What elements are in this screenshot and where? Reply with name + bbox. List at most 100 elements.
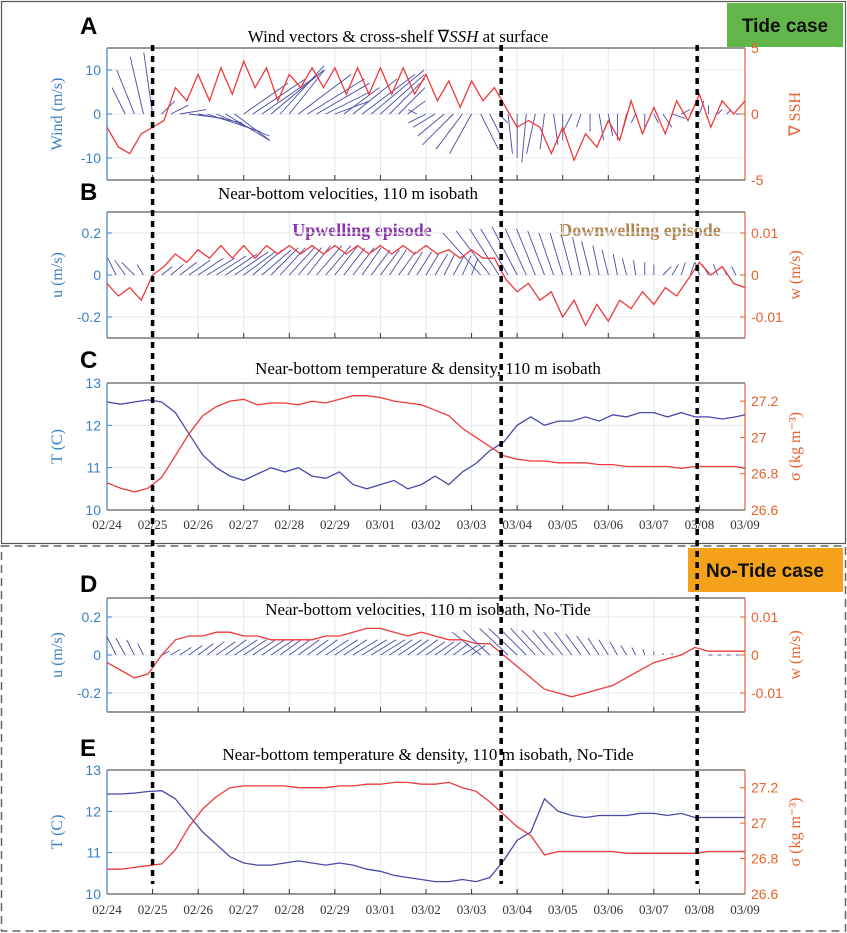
- stick-vector: [538, 232, 555, 276]
- stick-vector: [449, 113, 472, 154]
- x-tick-label: 02/26: [183, 902, 213, 917]
- stick-vector: [507, 113, 513, 154]
- stick-vector: [380, 249, 400, 276]
- stick-vector: [631, 647, 637, 656]
- stick-vector: [298, 247, 322, 276]
- stick-vector: [129, 56, 144, 115]
- stick-vector: [170, 264, 184, 276]
- y-right-tick-label: 27: [751, 815, 767, 831]
- stick-vector: [642, 649, 646, 656]
- y-right-tick-label: 0: [751, 647, 759, 663]
- stick-vector: [116, 69, 135, 115]
- stick-vector: [516, 228, 536, 276]
- notide-case-badge: No-Tide case: [706, 561, 824, 582]
- panel-d: -0.2 0 0.2 -0.01 0 0.01 u (m/s) w (m/s): [49, 597, 804, 713]
- stick-vector: [234, 113, 271, 141]
- tide-case-badge: Tide case: [742, 16, 828, 37]
- y-left-tick-label: 0: [93, 106, 101, 122]
- x-tick-label: 02/24: [92, 517, 122, 532]
- panel-a-title: Wind vectors & cross-shelf ∇SSH at surfa…: [248, 27, 549, 46]
- panel-e-title: Near-bottom temperature & density, 110 m…: [222, 745, 633, 764]
- stick-vector: [443, 253, 456, 276]
- notide-case-badge-bg: [688, 548, 843, 592]
- stick-vector: [206, 641, 225, 656]
- y-left-axis-label: Wind (m/s): [49, 78, 66, 151]
- tide-case-frame: [0, 0, 847, 545]
- y-right-tick-label: 0: [751, 267, 759, 283]
- x-tick-label: 03/08: [685, 517, 715, 532]
- stick-vector: [560, 234, 573, 276]
- stick-vector: [425, 641, 446, 656]
- stick-vector: [361, 74, 416, 115]
- y-right-tick-label: 26.6: [751, 502, 778, 518]
- stick-vector: [216, 641, 236, 656]
- y-right-axis-label: w (m/s): [787, 250, 804, 299]
- stick-vector: [612, 253, 618, 276]
- downwelling-episode-label: Downwelling episode: [559, 220, 721, 240]
- stick-vector: [111, 87, 126, 115]
- stick-vector: [197, 257, 224, 276]
- x-tick-label: 03/08: [685, 902, 715, 917]
- y-right-tick-label: 27.2: [751, 780, 778, 796]
- series-line-red: [106, 395, 746, 493]
- panel-e: 02/24 02/25 02/26 02/27 02/28 02/29 03/01 03/02…: [49, 762, 804, 917]
- y-left-tick-label: 10: [85, 886, 101, 902]
- stick-vector: [412, 113, 436, 128]
- stick-vector: [279, 639, 302, 656]
- stick-vector: [521, 629, 545, 656]
- series-line-red: [106, 59, 746, 162]
- stick-vector: [425, 253, 439, 276]
- y-left-tick-label: 0: [93, 647, 101, 663]
- stick-vector: [510, 628, 536, 656]
- panel-a: -10 0 10 -5 0 5 Wind (m/s) ∇ SSH: [49, 40, 804, 188]
- x-tick-label: 03/04: [502, 902, 532, 917]
- stick-vector: [121, 262, 135, 276]
- stick-vector: [621, 258, 627, 276]
- x-tick-label: 03/04: [502, 517, 532, 532]
- tide-case-badge-bg: [727, 3, 843, 47]
- y-right-tick-label: 27.2: [751, 393, 778, 409]
- stick-vector: [601, 249, 609, 276]
- stick-vector: [307, 639, 329, 656]
- x-tick-label: 03/09: [730, 517, 760, 532]
- stick-vector: [298, 74, 352, 115]
- stick-vector: [479, 628, 509, 656]
- stick-vector: [521, 113, 527, 163]
- stick-vector: [442, 232, 482, 276]
- series-line-red: [107, 781, 745, 870]
- y-right-tick-label: 5: [751, 40, 759, 56]
- stick-vector: [398, 639, 422, 656]
- stick-vector: [225, 253, 258, 276]
- y-right-axis-label: w (m/s): [787, 630, 804, 679]
- stick-vector: [170, 104, 189, 115]
- stick-vector: [380, 639, 406, 656]
- stick-vectors: [106, 628, 740, 656]
- stick-vector: [469, 228, 500, 276]
- y-right-tick-label: -0.01: [751, 309, 783, 325]
- upwelling-episode-label: Upwelling episode: [292, 220, 432, 240]
- stick-vector: [179, 647, 192, 656]
- x-tick-label: 03/02: [411, 902, 441, 917]
- stick-vector: [443, 641, 462, 656]
- stick-vector: [115, 637, 126, 656]
- stick-vector: [216, 255, 247, 276]
- stick-vector: [343, 87, 380, 115]
- stick-vector: [407, 100, 426, 115]
- stick-vector: [731, 266, 737, 276]
- stick-vector: [408, 113, 427, 124]
- x-tick-label: 02/27: [229, 517, 259, 532]
- y-left-axis-label: u (m/s): [49, 252, 66, 298]
- stick-vector: [343, 247, 366, 276]
- y-right-tick-label: 0.01: [751, 225, 778, 241]
- stick-vector: [504, 228, 527, 276]
- stick-vector: [680, 109, 691, 115]
- x-tick-label: 02/24: [92, 902, 122, 917]
- y-left-tick-label: 10: [85, 62, 101, 78]
- stick-vector: [270, 247, 299, 276]
- stick-vector: [562, 113, 573, 132]
- y-right-axis-label: σ (kg m⁻³): [787, 798, 804, 867]
- stick-vector: [316, 82, 370, 115]
- stick-vector: [549, 232, 564, 276]
- x-tick-label: 03/05: [548, 902, 578, 917]
- stick-vector: [298, 639, 320, 656]
